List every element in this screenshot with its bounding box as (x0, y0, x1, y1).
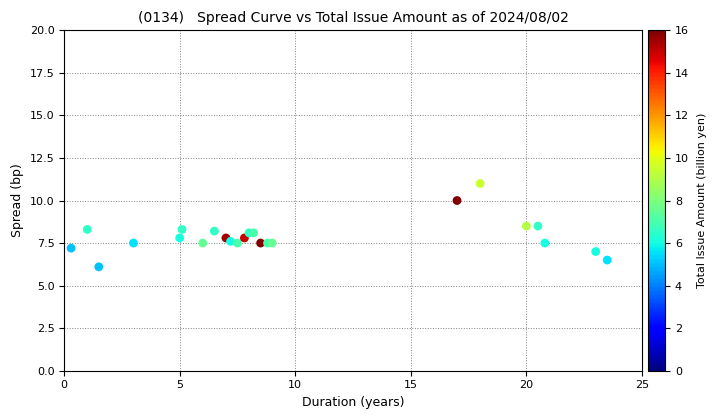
Point (248, 229, 259, 236)
Y-axis label: Total Issue Amount (billion yen): Total Issue Amount (billion yen) (697, 113, 707, 288)
X-axis label: Duration (years): Duration (years) (302, 396, 405, 409)
Point (174, 235, 186, 242)
Point (266, 240, 278, 247)
Point (176, 226, 188, 233)
Point (532, 223, 544, 229)
Point (197, 240, 209, 247)
Point (81, 226, 93, 233)
Point (220, 235, 232, 242)
Point (238, 235, 250, 242)
Point (539, 240, 551, 247)
Point (474, 180, 486, 187)
Point (601, 257, 613, 263)
Point (232, 240, 243, 247)
Point (243, 229, 255, 236)
Title: (0134)   Spread Curve vs Total Issue Amount as of 2024/08/02: (0134) Spread Curve vs Total Issue Amoun… (138, 11, 569, 25)
Point (255, 240, 266, 247)
Point (521, 223, 532, 229)
Point (93, 263, 104, 270)
Y-axis label: Spread (bp): Spread (bp) (11, 164, 24, 237)
Point (262, 240, 274, 247)
Point (451, 197, 463, 204)
Point (127, 240, 139, 247)
Point (590, 248, 601, 255)
Point (66, 245, 77, 252)
Point (225, 238, 236, 245)
Point (209, 228, 220, 234)
